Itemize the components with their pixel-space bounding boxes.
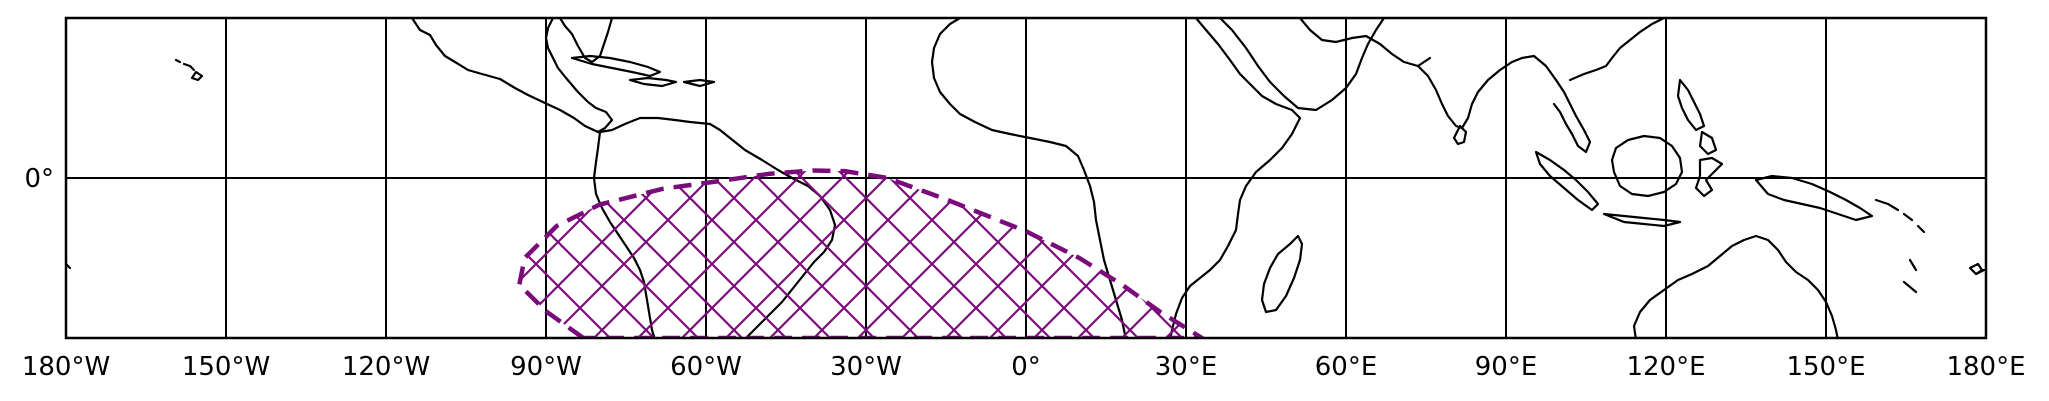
x-tick-label: 30°W bbox=[830, 352, 902, 382]
coastline-sulawesi bbox=[1694, 156, 1724, 198]
coastline-java bbox=[1602, 212, 1682, 228]
coastline-hispaniola bbox=[628, 76, 678, 88]
x-tick-label: 60°W bbox=[670, 352, 742, 382]
coastline-cuba bbox=[570, 54, 662, 78]
coastline-solomon-islands bbox=[1874, 198, 1926, 234]
coastline-sri-lanka bbox=[1452, 124, 1468, 146]
coastline-arabia bbox=[1218, 18, 1386, 112]
x-tick-label: 150°W bbox=[182, 352, 270, 382]
x-tick-label: 90°W bbox=[510, 352, 582, 382]
region-hatch-fill bbox=[519, 170, 1202, 338]
coastline-hawaii bbox=[174, 58, 204, 82]
coastline-borneo bbox=[1610, 134, 1684, 198]
region-dashed-outline bbox=[517, 168, 1205, 338]
hatched-region bbox=[517, 168, 1205, 338]
x-tick-label: 90°E bbox=[1475, 352, 1538, 382]
map-frame bbox=[64, 16, 1988, 340]
x-tick-label: 120°E bbox=[1626, 352, 1705, 382]
coastline-africa-east bbox=[1169, 18, 1302, 338]
tick-labels: 180°W 150°W 120°W 90°W 60°W 30°W 0° 30°E 60°E 90°… bbox=[22, 164, 2026, 382]
x-tick-label: 0° bbox=[1011, 352, 1041, 382]
coastline-persian-gulf bbox=[1298, 18, 1432, 68]
coastline-madagascar bbox=[1260, 234, 1304, 314]
x-tick-label: 60°E bbox=[1315, 352, 1378, 382]
coastlines bbox=[66, 18, 1986, 338]
coastline-philippines bbox=[1676, 78, 1718, 156]
x-tick-label: 150°E bbox=[1786, 352, 1865, 382]
x-tick-label: 30°E bbox=[1155, 352, 1218, 382]
coastline-africa-west bbox=[930, 18, 1127, 338]
x-tick-label: 180°E bbox=[1946, 352, 2025, 382]
x-tick-label: 180°W bbox=[22, 352, 110, 382]
coastline-central-america bbox=[410, 18, 614, 134]
coastline-australia bbox=[1632, 234, 1839, 338]
coastline-vanuatu bbox=[1902, 258, 1918, 294]
coastline-new-guinea bbox=[1754, 174, 1874, 222]
coastline-southeast-asia bbox=[1532, 18, 1666, 154]
coastline-sumatra bbox=[1534, 150, 1600, 212]
coastline-india bbox=[1416, 54, 1536, 130]
coastline-florida bbox=[558, 18, 614, 64]
coastline-east-edge bbox=[1974, 268, 1986, 276]
x-tick-label: 120°W bbox=[342, 352, 430, 382]
y-tick-label: 0° bbox=[24, 164, 54, 194]
coastline-puerto-rico bbox=[682, 78, 716, 88]
